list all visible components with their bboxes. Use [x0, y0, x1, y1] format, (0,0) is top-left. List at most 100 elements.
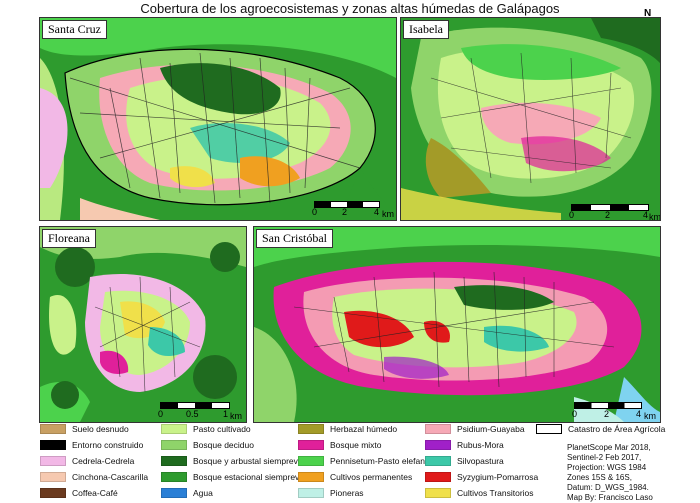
scale-unit: km — [230, 411, 242, 421]
panel-title-floreana: Floreana — [42, 229, 96, 248]
legend-swatch — [161, 439, 187, 450]
scale-label: 4 — [374, 207, 380, 217]
scale-unit: km — [382, 209, 394, 219]
credit-line: PlanetScope Mar 2018, — [567, 443, 651, 452]
legend-item: Bosque deciduo — [161, 439, 254, 450]
map-title: Cobertura de los agroecosistemas y zonas… — [140, 1, 560, 16]
legend-swatch — [40, 439, 66, 450]
legend-label: Pennisetum-Pasto elefante — [330, 455, 433, 466]
legend-label: Rubus-Mora — [457, 439, 504, 450]
legend-swatch — [425, 487, 451, 498]
legend-swatch — [425, 455, 451, 466]
scale-label: 2 — [605, 210, 611, 220]
santa-cruz-map — [40, 18, 396, 220]
scale-label: 0 — [312, 207, 318, 217]
legend-swatch — [425, 471, 451, 482]
legend-item: Silvopastura — [425, 455, 504, 466]
legend-swatch — [161, 455, 187, 466]
legend-label: Cedrela-Cedrela — [72, 455, 135, 466]
scale-unit: km — [644, 411, 656, 421]
credit-line: Projection: WGS 1984 — [567, 463, 647, 472]
scale-bar-santa-cruz: 0 2 4 km — [312, 201, 394, 219]
legend-swatch — [425, 439, 451, 450]
legend-label: Bosque deciduo — [193, 439, 254, 450]
legend-swatch — [298, 423, 324, 434]
scale-label: 4 — [643, 210, 649, 220]
legend-swatch — [161, 487, 187, 498]
legend-label: Pasto cultivado — [193, 423, 251, 434]
north-label: N — [644, 8, 652, 19]
legend-label: Suelo desnudo — [72, 423, 129, 434]
legend: Suelo desnudo Entorno construido Cedrela… — [40, 423, 700, 500]
legend-label: Pioneras — [330, 487, 364, 498]
legend-item: Pioneras — [298, 487, 364, 498]
credit-line: Datum: D_WGS_1984. — [567, 483, 649, 492]
scale-bar-san-cristobal: 0 2 4 km — [572, 402, 658, 421]
credit-line: Zones 15S & 16S, — [567, 473, 632, 482]
legend-label: Cinchona-Cascarilla — [72, 471, 149, 482]
isabela-map — [401, 18, 660, 220]
panel-floreana: Floreana 0 0.5 1 km — [39, 226, 247, 423]
scale-label: 0 — [572, 409, 578, 419]
panel-santa-cruz: Santa Cruz 0 2 4 km — [39, 17, 397, 221]
scale-label: 0.5 — [186, 409, 199, 419]
legend-label: Bosque y arbustal siempreverde — [193, 455, 315, 466]
scale-bar-floreana: 0 0.5 1 km — [158, 402, 244, 421]
legend-item: Syzygium-Pomarrosa — [425, 471, 538, 482]
legend-label: Psidium-Guayaba — [457, 423, 525, 434]
legend-item: Pennisetum-Pasto elefante — [298, 455, 432, 466]
legend-label: Cultivos permanentes — [330, 471, 413, 482]
legend-item: Bosque mixto — [298, 439, 382, 450]
legend-swatch — [298, 487, 324, 498]
legend-swatch — [298, 471, 324, 482]
legend-item: Cinchona-Cascarilla — [40, 471, 148, 482]
legend-item: Coffea-Café — [40, 487, 118, 498]
legend-swatch — [40, 487, 66, 498]
scale-label: 2 — [342, 207, 348, 217]
legend-swatch — [161, 423, 187, 434]
legend-item: Cedrela-Cedrela — [40, 455, 134, 466]
legend-label: Silvopastura — [457, 455, 504, 466]
scale-label: 0 — [569, 210, 575, 220]
legend-label: Catastro de Área Agrícola — [568, 423, 666, 434]
legend-label: Agua — [193, 487, 213, 498]
legend-swatch — [40, 471, 66, 482]
scale-unit: km — [649, 212, 661, 221]
credit-line: Map By: Francisco Laso — [567, 493, 653, 502]
legend-label: Entorno construido — [72, 439, 144, 450]
legend-item-catastro: Catastro de Área Agrícola — [536, 423, 665, 434]
legend-swatch — [40, 423, 66, 434]
panel-title-isabela: Isabela — [403, 20, 449, 39]
scale-label: 1 — [223, 409, 229, 419]
legend-item: Herbazal húmedo — [298, 423, 397, 434]
legend-item: Cultivos permanentes — [298, 471, 412, 482]
legend-label: Bosque mixto — [330, 439, 382, 450]
legend-item: Bosque y arbustal siempreverde — [161, 455, 315, 466]
panel-title-san-cristobal: San Cristóbal — [256, 229, 333, 248]
map-credits: PlanetScope Mar 2018, Sentinel-2 Feb 201… — [567, 443, 697, 503]
legend-item: Psidium-Guayaba — [425, 423, 525, 434]
legend-swatch — [40, 455, 66, 466]
legend-item: Entorno construido — [40, 439, 143, 450]
legend-label: Cultivos Transitorios — [457, 487, 534, 498]
legend-label: Herbazal húmedo — [330, 423, 398, 434]
credit-line: Sentinel-2 Feb 2017, — [567, 453, 642, 462]
san-cristobal-map — [254, 227, 660, 422]
legend-swatch — [425, 423, 451, 434]
panel-isabela: Isabela 0 2 4 km — [400, 17, 661, 221]
panel-san-cristobal: San Cristóbal 0 2 4 km — [253, 226, 661, 423]
catastro-swatch — [536, 423, 562, 434]
panel-title-santa-cruz: Santa Cruz — [42, 20, 107, 39]
legend-swatch — [161, 471, 187, 482]
floreana-map — [40, 227, 246, 422]
legend-swatch — [298, 439, 324, 450]
legend-label: Syzygium-Pomarrosa — [457, 471, 539, 482]
legend-label: Coffea-Café — [72, 487, 118, 498]
legend-label: Bosque estacional siempreverde — [193, 471, 317, 482]
scale-label: 0 — [158, 409, 164, 419]
scale-label: 4 — [636, 409, 642, 419]
scale-label: 2 — [604, 409, 610, 419]
legend-item: Pasto cultivado — [161, 423, 251, 434]
legend-item: Cultivos Transitorios — [425, 487, 534, 498]
scale-bar-isabela: 0 2 4 km — [569, 204, 661, 221]
